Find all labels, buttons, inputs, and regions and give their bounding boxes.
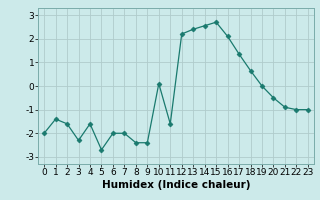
X-axis label: Humidex (Indice chaleur): Humidex (Indice chaleur)	[102, 180, 250, 190]
